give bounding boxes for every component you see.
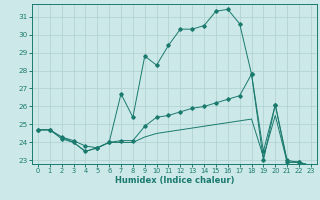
X-axis label: Humidex (Indice chaleur): Humidex (Indice chaleur) — [115, 176, 234, 185]
